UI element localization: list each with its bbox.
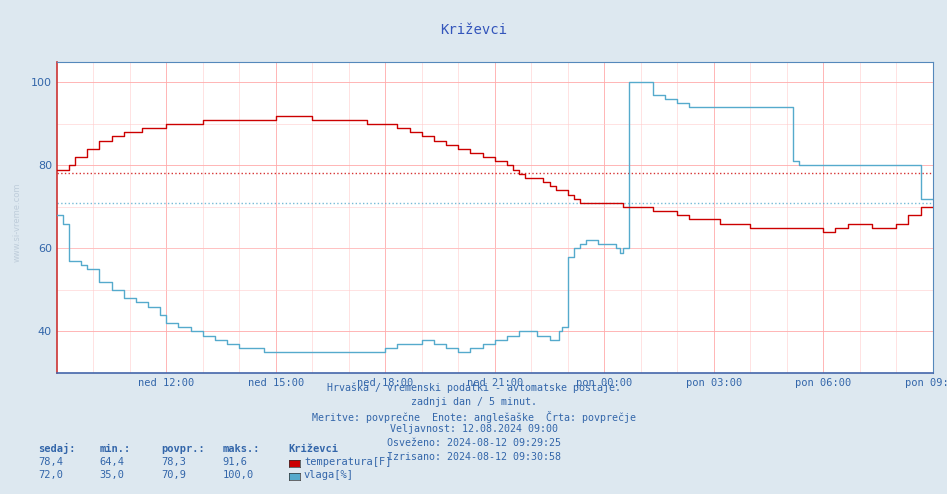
Text: 70,9: 70,9 — [161, 470, 186, 480]
Text: Osveženo: 2024-08-12 09:29:25: Osveženo: 2024-08-12 09:29:25 — [386, 438, 561, 448]
Text: 91,6: 91,6 — [223, 457, 247, 467]
Text: Križevci: Križevci — [440, 23, 507, 37]
Text: Meritve: povprečne  Enote: anglešaške  Črta: povprečje: Meritve: povprečne Enote: anglešaške Črt… — [312, 411, 635, 422]
Text: 64,4: 64,4 — [99, 457, 124, 467]
Text: sedaj:: sedaj: — [38, 443, 76, 454]
Text: vlaga[%]: vlaga[%] — [304, 470, 354, 480]
Text: 78,3: 78,3 — [161, 457, 186, 467]
Text: temperatura[F]: temperatura[F] — [304, 457, 391, 467]
Text: povpr.:: povpr.: — [161, 444, 205, 454]
Text: 78,4: 78,4 — [38, 457, 63, 467]
Text: www.si-vreme.com: www.si-vreme.com — [12, 183, 22, 262]
Text: zadnji dan / 5 minut.: zadnji dan / 5 minut. — [410, 397, 537, 407]
Text: Hrvaška / vremenski podatki - avtomatske postaje.: Hrvaška / vremenski podatki - avtomatske… — [327, 383, 620, 393]
Text: 35,0: 35,0 — [99, 470, 124, 480]
Text: min.:: min.: — [99, 444, 131, 454]
Text: Veljavnost: 12.08.2024 09:00: Veljavnost: 12.08.2024 09:00 — [389, 424, 558, 434]
Text: maks.:: maks.: — [223, 444, 260, 454]
Text: Križevci: Križevci — [289, 444, 339, 454]
Text: 72,0: 72,0 — [38, 470, 63, 480]
Text: Izrisano: 2024-08-12 09:30:58: Izrisano: 2024-08-12 09:30:58 — [386, 452, 561, 462]
Text: 100,0: 100,0 — [223, 470, 254, 480]
